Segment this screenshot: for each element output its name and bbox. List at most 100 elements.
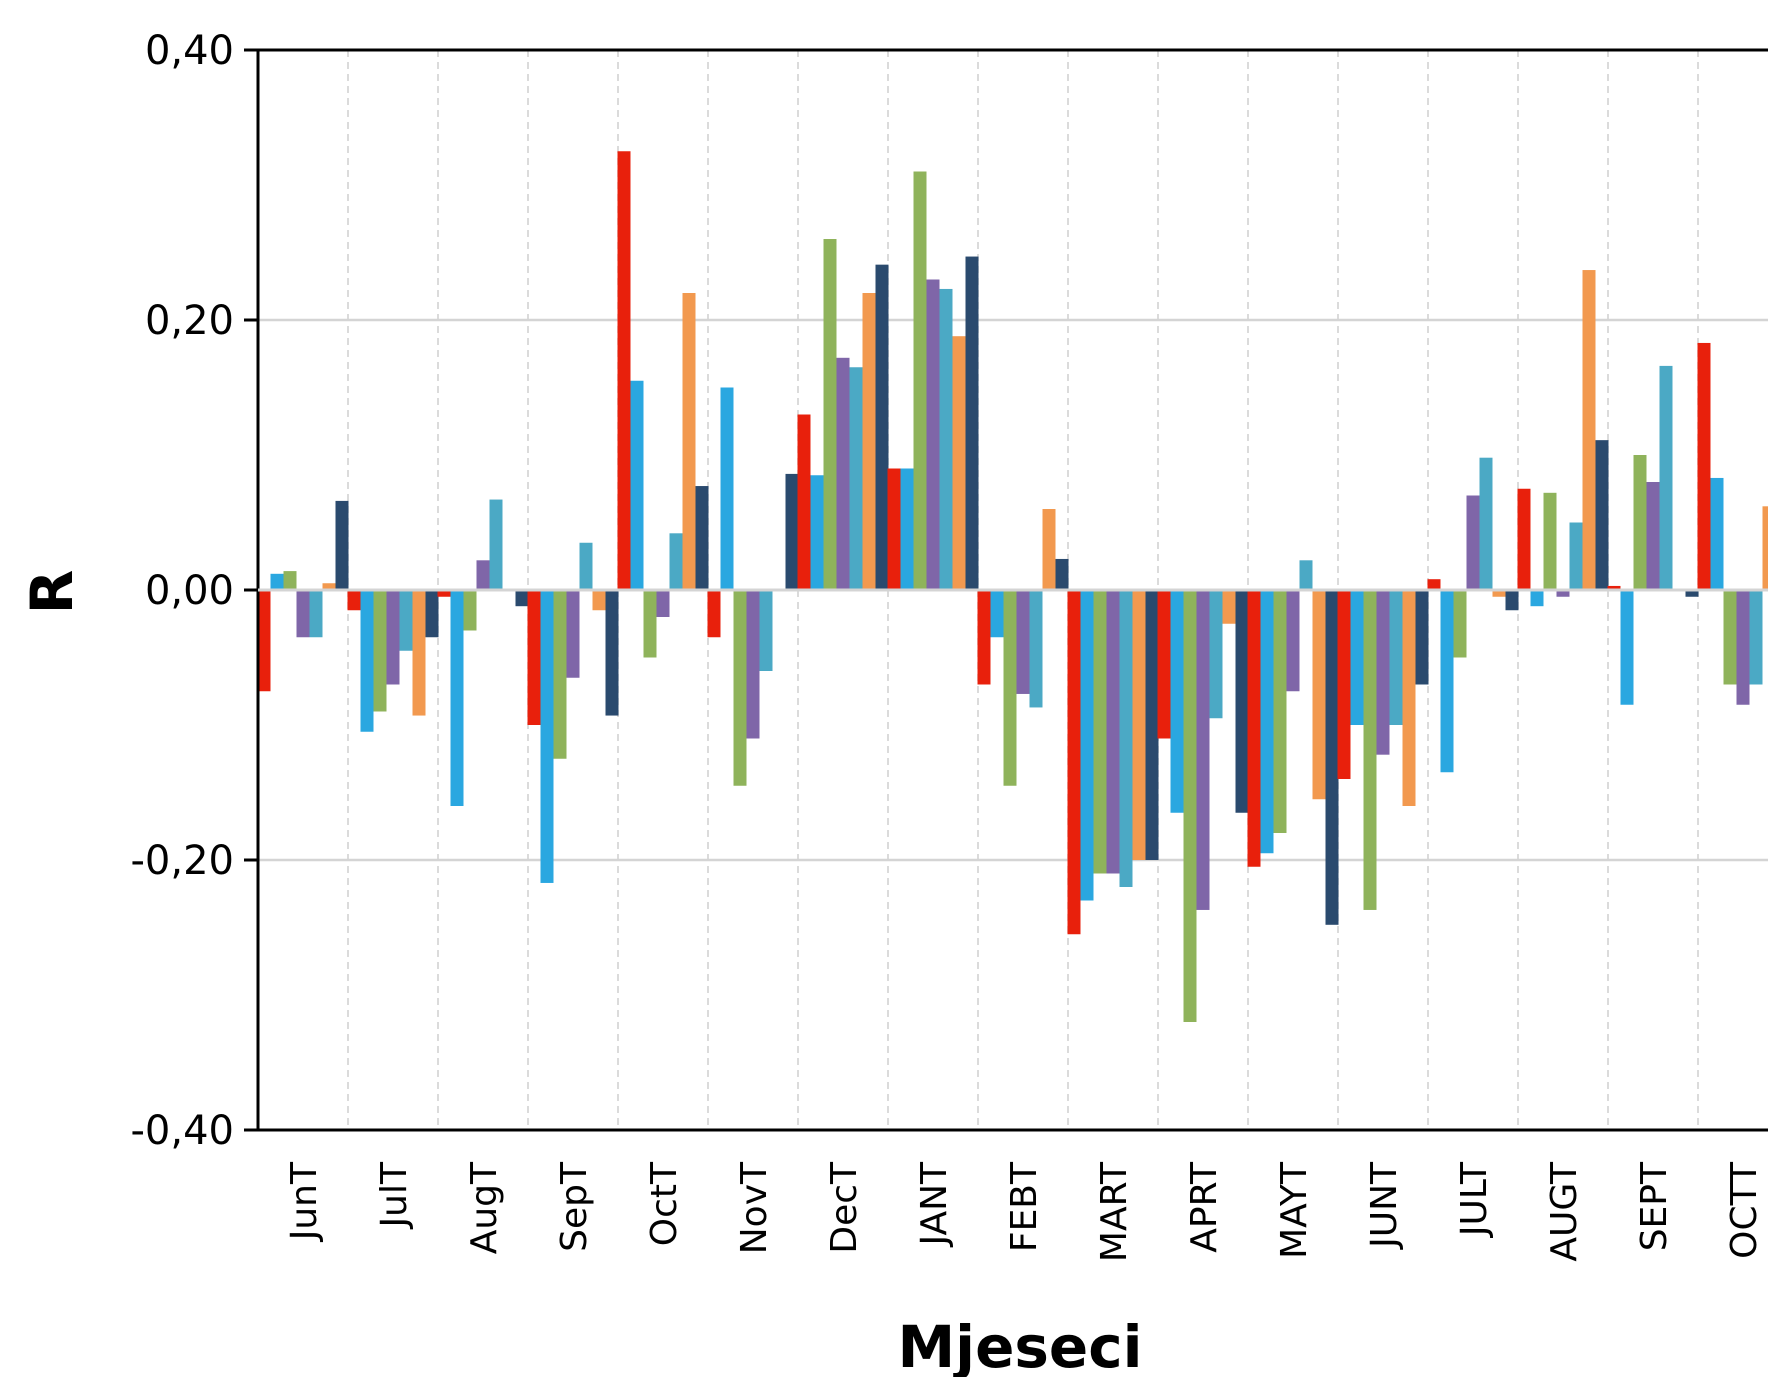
x-tick-label: SEPT (1634, 1161, 1675, 1251)
bar (1106, 590, 1120, 874)
bar (463, 590, 477, 631)
bar (412, 590, 426, 716)
bar (965, 256, 979, 590)
x-tick-label: JulT (374, 1161, 415, 1229)
bar (1685, 590, 1699, 597)
y-tick-label: -0,40 (131, 1108, 235, 1154)
bar (952, 336, 966, 590)
x-tick-label: MAYT (1274, 1161, 1315, 1259)
bar (527, 590, 541, 725)
bar (1659, 365, 1673, 590)
bar (1363, 590, 1377, 910)
bar (1325, 590, 1339, 925)
x-tick-label: APRT (1184, 1161, 1225, 1253)
bar (540, 590, 554, 883)
bar (643, 590, 657, 658)
bar (1286, 590, 1300, 692)
bar (875, 264, 889, 590)
bar (515, 590, 529, 607)
bar (1273, 590, 1287, 833)
bar (1119, 590, 1133, 887)
x-tick-label: NovT (734, 1161, 775, 1254)
bar (1260, 590, 1274, 854)
y-tick-labels: 0,40 0,20 0,00 -0,20 -0,40 (131, 28, 258, 1154)
bar (1132, 590, 1146, 860)
bar (887, 468, 901, 590)
bar (579, 542, 593, 590)
y-tick-label: 0,40 (145, 28, 234, 74)
bar (309, 590, 323, 638)
bar (1247, 590, 1261, 867)
bar (360, 590, 374, 732)
x-tick-label: SepT (554, 1161, 595, 1252)
bar (1415, 590, 1429, 685)
bar (1530, 590, 1544, 607)
bar (1633, 455, 1647, 590)
bar (630, 380, 644, 590)
x-axis-title: Mjeseci (897, 1313, 1142, 1377)
bar (733, 590, 747, 786)
bar (1595, 440, 1609, 590)
x-tick-label: MART (1094, 1161, 1135, 1262)
bar (1710, 477, 1724, 590)
bar (836, 357, 850, 590)
bar (1016, 590, 1030, 694)
bar (1556, 590, 1570, 597)
x-tick-label: JunT (284, 1161, 325, 1242)
bar (1337, 590, 1351, 779)
x-tick-label: DecT (824, 1161, 865, 1254)
bar (1376, 590, 1390, 755)
bar (450, 590, 464, 806)
bar (1466, 495, 1480, 590)
y-axis-title: R (18, 570, 86, 615)
bar (913, 171, 927, 590)
bar (746, 590, 760, 739)
bar (797, 414, 811, 590)
bar (1736, 590, 1750, 705)
x-tick-label: JUNT (1364, 1161, 1405, 1250)
bar (1299, 560, 1313, 590)
bar (1402, 590, 1416, 806)
bar (1517, 488, 1531, 590)
x-tick-label: AugT (464, 1161, 505, 1254)
x-tick-labels: JunT JulT AugT SepT OctT NovT DecT JANT FEBT MART… (284, 1161, 1765, 1262)
bar (1723, 590, 1737, 685)
bar (1183, 590, 1197, 1022)
horizontal-grid (258, 318, 1768, 862)
bar (399, 590, 413, 651)
bar (810, 475, 824, 590)
bar (1569, 522, 1583, 590)
bar (1607, 585, 1621, 590)
bar (1067, 590, 1081, 935)
bar (1749, 590, 1763, 685)
bar (656, 590, 670, 617)
bar (617, 151, 631, 590)
bar (1505, 590, 1519, 611)
bar (1196, 590, 1210, 910)
bar (1646, 482, 1660, 590)
bar (1157, 590, 1171, 739)
bar (257, 590, 271, 692)
bar (425, 590, 439, 638)
bar (553, 590, 567, 759)
bar (1170, 590, 1184, 813)
bar (1582, 270, 1596, 590)
bar (1042, 509, 1056, 590)
bar (489, 499, 503, 590)
bar (1093, 590, 1107, 874)
bar (335, 500, 349, 590)
bar (1003, 590, 1017, 786)
bar (1389, 590, 1403, 725)
bar (1697, 342, 1711, 590)
y-tick-label: 0,20 (145, 298, 234, 344)
bar (1029, 590, 1043, 708)
bar (990, 590, 1004, 638)
x-tick-label: JANT (914, 1161, 955, 1248)
bar (1492, 590, 1506, 597)
bar (785, 473, 799, 590)
bar (386, 590, 400, 685)
bar (1762, 506, 1768, 590)
bar (707, 590, 721, 638)
bar (1235, 590, 1249, 813)
